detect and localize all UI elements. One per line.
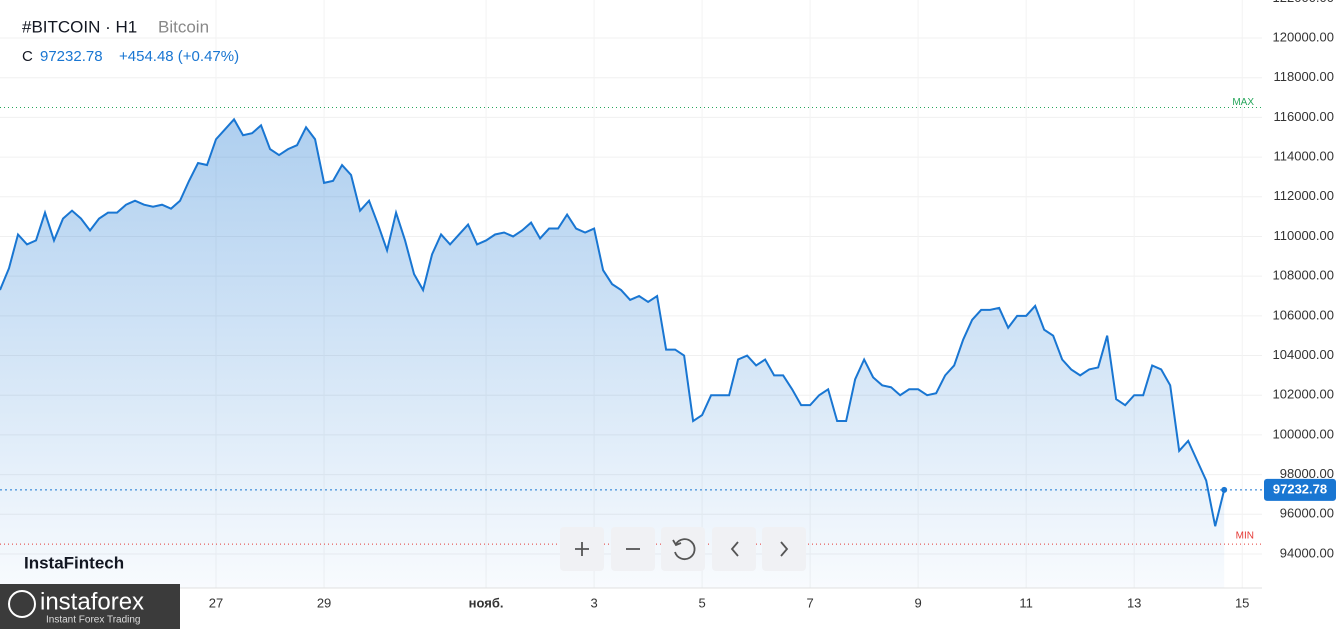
x-tick-label: 5 [698, 595, 705, 610]
last-point [1221, 486, 1228, 493]
logo-name: instaforex [40, 588, 144, 615]
y-tick-label: 122000.00 [1273, 0, 1334, 5]
x-axis-bar [0, 588, 1336, 629]
chart-subtitle: Bitcoin [158, 17, 209, 36]
x-tick-label: 9 [915, 595, 922, 610]
y-tick-label: 104000.00 [1273, 347, 1334, 362]
close-value: 97232.78 [40, 48, 103, 65]
logo-icon [8, 590, 36, 618]
axes: 94000.00 96000.00 98000.00 100000.00 102000.… [209, 0, 1336, 610]
y-tick-label: 94000.00 [1280, 545, 1334, 560]
scroll-left-button[interactable] [712, 527, 756, 571]
y-tick-label: 106000.00 [1273, 307, 1334, 322]
y-tick-label: 112000.00 [1274, 188, 1335, 203]
change: +454.48 (+0.47%) [119, 48, 239, 65]
price-label: C [22, 48, 33, 65]
max-label: MAX [1232, 97, 1254, 108]
y-tick-label: 110000.00 [1274, 228, 1335, 243]
zoom-in-button[interactable] [560, 527, 604, 571]
x-tick-label: 29 [317, 595, 331, 610]
x-tick-label: 27 [209, 595, 223, 610]
y-tick-label: 118000.00 [1274, 69, 1335, 84]
logo-box [0, 584, 180, 629]
last-price-box [1264, 478, 1336, 501]
y-tick-label: 96000.00 [1280, 506, 1334, 521]
last-price-label: 97232.78 [1273, 481, 1327, 496]
logo-tagline: Instant Forex Trading [46, 615, 141, 626]
area-fill [0, 119, 1225, 588]
x-tick-label: нояб. [469, 595, 504, 610]
y-tick-label: 98000.00 [1280, 466, 1334, 481]
x-tick-label: 15 [1235, 595, 1249, 610]
zoom-controls [560, 527, 806, 571]
scroll-right-button[interactable] [762, 527, 806, 571]
logo: instaforex Instant Forex Trading [0, 584, 180, 629]
y-tick-label: 100000.00 [1273, 426, 1334, 441]
y-tick-label: 108000.00 [1273, 268, 1334, 283]
x-tick-label: 3 [590, 595, 597, 610]
y-tick-label: 116000.00 [1274, 109, 1335, 124]
reset-button[interactable] [661, 527, 705, 571]
min-label: MIN [1236, 531, 1254, 542]
plot: MAX MIN [0, 97, 1262, 588]
x-tick-label: 11 [1019, 595, 1033, 610]
chart-title: #BITCOIN · H1 [22, 17, 137, 36]
y-tick-label: 120000.00 [1273, 29, 1334, 44]
price-line [0, 117, 1226, 527]
y-tick-label: 114000.00 [1274, 149, 1335, 164]
x-tick-label: 7 [807, 595, 814, 610]
watermark: InstaFintech [24, 553, 124, 572]
zoom-out-button[interactable] [611, 527, 655, 571]
y-tick-label: 102000.00 [1273, 387, 1334, 402]
x-tick-label: 13 [1127, 595, 1141, 610]
